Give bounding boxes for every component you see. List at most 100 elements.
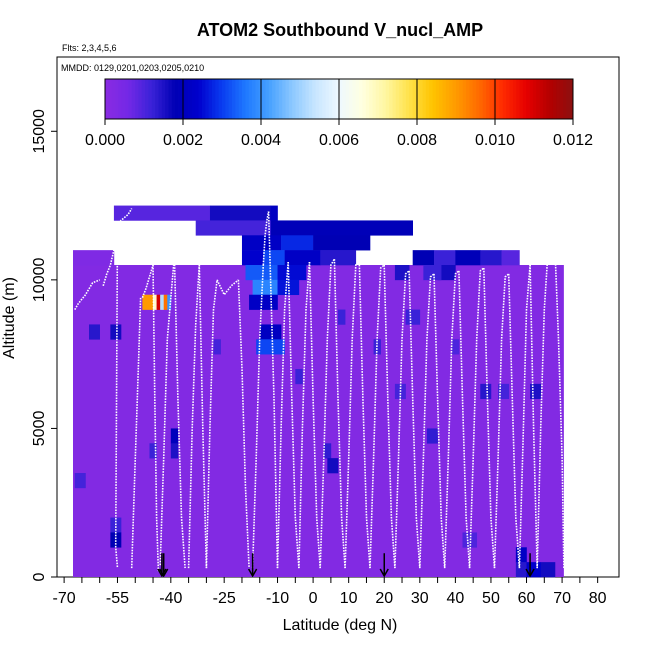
heatmap-cell — [209, 205, 271, 221]
heatmap-cell — [437, 265, 456, 281]
heatmap-cell — [110, 324, 122, 340]
flight-track — [344, 261, 360, 569]
colorbar-swatch — [288, 79, 293, 119]
colorbar-swatch — [569, 79, 574, 119]
colorbar-swatch — [529, 79, 534, 119]
heatmap-cell — [405, 309, 421, 325]
colorbar-swatch — [108, 79, 113, 119]
colorbar-swatch — [268, 79, 273, 119]
colorbar-swatch — [328, 79, 333, 119]
colorbar-swatch — [225, 79, 230, 119]
colorbar-swatch — [315, 79, 320, 119]
colorbar-swatch — [312, 79, 316, 119]
colorbar-swatch — [198, 79, 203, 119]
colorbar-swatch — [105, 79, 109, 119]
heatmap-cell — [142, 294, 154, 310]
flight-track — [130, 297, 142, 569]
colorbar-swatch — [409, 79, 413, 119]
colorbar-swatch — [215, 79, 220, 119]
colorbar-swatch — [148, 79, 153, 119]
flight-track — [102, 225, 119, 569]
flight-track — [369, 264, 385, 569]
flight-track — [443, 270, 460, 569]
y-tick-label: 10000 — [31, 258, 48, 303]
colorbar-swatch — [118, 79, 123, 119]
flight-track — [205, 279, 218, 569]
colorbar-swatch — [462, 79, 467, 119]
colorbar-swatch — [542, 79, 547, 119]
colorbar: 0.000 0.002 0.004 0.006 0.008 0.010 0.012 — [85, 78, 593, 149]
colorbar-swatch — [379, 79, 383, 119]
flight-track — [74, 279, 101, 311]
flight-track — [383, 264, 396, 569]
flight-track — [493, 273, 510, 569]
heatmap-cell — [170, 443, 179, 459]
colorbar-swatch — [496, 79, 500, 119]
colorbar-swatch — [362, 79, 367, 119]
colorbar-swatch — [479, 79, 484, 119]
colorbar-swatch — [486, 79, 490, 119]
colorbar-tick-label: 0.000 — [85, 132, 125, 149]
x-axis: -70 -55 -40 -25 -10 0 10 20 30 40 50 60 70 80 — [53, 577, 607, 607]
colorbar-swatch — [556, 79, 561, 119]
colorbar-swatch — [449, 79, 454, 119]
heatmap-cell — [241, 250, 264, 266]
colorbar-swatch — [111, 79, 116, 119]
heatmap-cell — [501, 250, 520, 266]
colorbar-swatch — [155, 79, 159, 119]
flight-track — [408, 270, 421, 569]
colorbar-swatch — [308, 79, 313, 119]
heatmap-cell — [323, 443, 332, 459]
x-tick-label: 30 — [411, 590, 429, 607]
flight-track — [116, 208, 133, 227]
colorbar-swatch — [188, 79, 193, 119]
colorbar-swatch — [355, 79, 360, 119]
heatmap-cell — [320, 250, 357, 266]
colorbar-swatch — [562, 79, 567, 119]
colorbar-swatch — [452, 79, 457, 119]
colorbar-swatch — [395, 79, 400, 119]
colorbar-swatch — [128, 79, 133, 119]
heatmap-cell — [498, 383, 510, 400]
heatmap-cell — [110, 532, 122, 548]
x-tick-label: 60 — [518, 590, 536, 607]
colorbar-swatch — [242, 79, 246, 119]
colorbar-swatch — [125, 79, 129, 119]
colorbar-swatch — [232, 79, 236, 119]
x-tick-label: 10 — [340, 590, 358, 607]
colorbar-swatch — [502, 79, 507, 119]
heatmap-cell — [434, 250, 456, 266]
colorbar-swatch — [352, 79, 357, 119]
x-tick-label: -70 — [53, 590, 76, 607]
flight-track — [518, 264, 531, 569]
colorbar-swatch — [141, 79, 146, 119]
heatmap-cell — [160, 294, 165, 310]
colorbar-swatch — [476, 79, 480, 119]
heatmap-cell — [327, 458, 339, 474]
flight-track — [554, 250, 565, 569]
colorbar-swatch — [422, 79, 427, 119]
colorbar-swatch — [469, 79, 474, 119]
colorbar-swatch — [195, 79, 199, 119]
colorbar-swatch — [385, 79, 390, 119]
chart-title: ATOM2 Southbound V_nucl_AMP — [197, 20, 483, 40]
colorbar-swatch — [305, 79, 310, 119]
colorbar-swatch — [432, 79, 437, 119]
colorbar-swatch — [405, 79, 410, 119]
colorbar-swatch — [519, 79, 524, 119]
heatmap-cell — [284, 250, 321, 266]
heatmap-cell — [74, 473, 86, 489]
colorbar-swatch — [332, 79, 337, 119]
colorbar-tick-label: 0.012 — [553, 132, 593, 149]
colorbar-swatch — [369, 79, 373, 119]
flight-track — [333, 259, 346, 569]
colorbar-swatch — [158, 79, 163, 119]
colorbar-swatch — [245, 79, 250, 119]
colorbar-tick-label: 0.002 — [163, 132, 203, 149]
colorbar-swatch — [506, 79, 510, 119]
flight-track — [287, 261, 300, 569]
heatmap-cell — [412, 250, 435, 266]
colorbar-tick-label: 0.010 — [475, 132, 515, 149]
colorbar-swatch — [522, 79, 527, 119]
colorbar-swatch — [412, 79, 417, 119]
